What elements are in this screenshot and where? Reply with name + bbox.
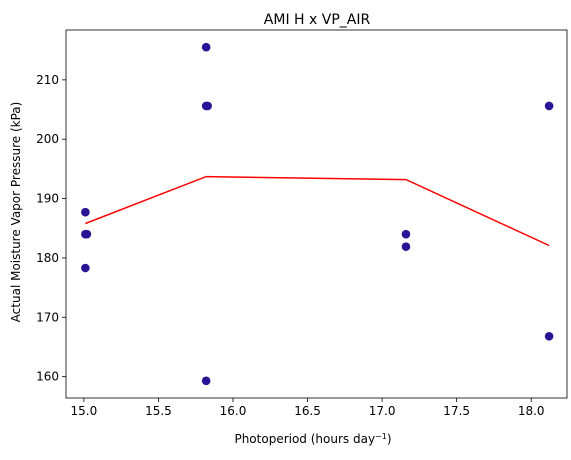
- data-point: [544, 331, 554, 341]
- y-tick-label: 200: [36, 132, 59, 146]
- y-tick-label: 210: [36, 73, 59, 87]
- data-point: [544, 101, 554, 111]
- data-point: [81, 207, 90, 217]
- data-point: [201, 376, 211, 386]
- x-axis-title-main: Photoperiod (hours day: [234, 432, 375, 446]
- trend-line: [85, 175, 550, 247]
- data-point: [81, 263, 90, 273]
- x-tick-label: 15.5: [145, 404, 172, 418]
- y-tick-label: 170: [36, 310, 59, 324]
- y-tick-label: 180: [36, 251, 59, 265]
- x-tick-label: 18.0: [518, 404, 545, 418]
- y-axis-title: Actual Moisture Vapor Pressure (kPa): [9, 102, 23, 323]
- x-tick-label: 16.5: [294, 404, 321, 418]
- x-tick-label: 15.0: [71, 404, 98, 418]
- x-tick-label: 17.0: [369, 404, 396, 418]
- chart-title: AMI H x VP_AIR: [264, 12, 371, 28]
- y-tick-label: 160: [36, 370, 59, 384]
- plot-area: 15.0 15.5 16.0 16.5 17.0 17.5 18.0 160 170 180 190…: [36, 29, 568, 418]
- x-tick-label: 17.5: [443, 404, 470, 418]
- x-axis-title-suffix: ): [387, 432, 392, 446]
- data-point: [201, 42, 211, 52]
- x-tick-label: 16.0: [220, 404, 247, 418]
- plot-frame: [65, 29, 568, 399]
- y-tick-label: 190: [36, 192, 59, 206]
- data-point: [203, 101, 212, 111]
- x-axis-title: Photoperiod (hours day−1): [234, 432, 391, 447]
- data-point: [401, 242, 411, 251]
- data-point: [401, 229, 411, 239]
- x-axis-title-exponent: −1: [375, 432, 387, 441]
- data-point: [82, 229, 92, 239]
